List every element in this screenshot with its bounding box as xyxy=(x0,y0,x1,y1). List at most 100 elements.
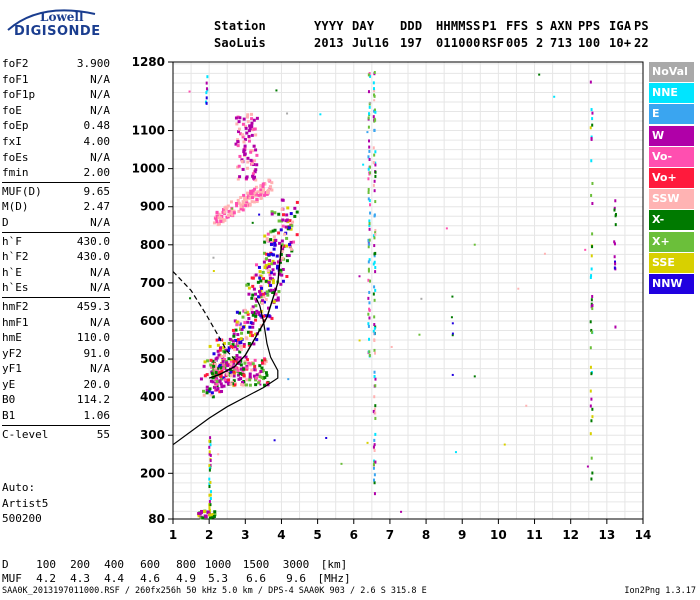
d-row-value: 800 xyxy=(176,558,196,571)
echo-point xyxy=(218,363,222,367)
echo-point xyxy=(231,382,235,386)
echo-point xyxy=(265,290,269,294)
echo-point xyxy=(373,153,376,157)
echo-point xyxy=(237,356,241,360)
echo-point xyxy=(281,224,285,228)
echo-point xyxy=(246,160,250,164)
echo-point xyxy=(261,182,265,186)
echo-point xyxy=(249,149,253,153)
echo-point xyxy=(235,320,239,324)
echo-point xyxy=(238,350,242,354)
echo-point xyxy=(231,339,235,343)
echo-point xyxy=(368,308,371,312)
echo-point xyxy=(209,480,212,484)
echo-point xyxy=(340,462,343,465)
echo-point xyxy=(367,125,370,129)
echo-point xyxy=(289,212,293,216)
echo-point xyxy=(591,111,594,115)
echo-point xyxy=(212,270,215,273)
echo-point xyxy=(274,238,278,242)
echo-point xyxy=(262,260,266,264)
param-label: D xyxy=(2,215,9,229)
echo-point xyxy=(245,131,249,135)
echo-point xyxy=(253,170,257,174)
echo-point xyxy=(188,90,191,93)
echo-point xyxy=(590,108,593,112)
dashed-profile xyxy=(172,271,239,364)
echo-point xyxy=(276,264,280,268)
echo-point xyxy=(208,450,211,454)
echo-point xyxy=(374,432,377,436)
echo-point xyxy=(589,276,592,280)
param-label: B1 xyxy=(2,409,16,423)
echo-point xyxy=(231,343,235,347)
echo-point xyxy=(239,377,243,381)
logo-line1: Lowell xyxy=(40,10,84,24)
echo-point xyxy=(239,207,243,211)
echo-point xyxy=(229,362,233,366)
echo-point xyxy=(249,191,253,195)
echo-point xyxy=(221,220,225,224)
echo-point xyxy=(268,187,272,191)
echo-point xyxy=(269,238,273,242)
echo-point xyxy=(251,172,255,176)
y-tick-label: 500 xyxy=(140,352,165,366)
echo-point xyxy=(238,344,242,348)
echo-point xyxy=(271,253,275,257)
echo-point xyxy=(368,223,371,227)
param-value: 55 xyxy=(96,427,110,441)
header-value-1: 2013 xyxy=(314,36,344,50)
echo-point xyxy=(223,210,227,214)
echo-point xyxy=(208,482,211,486)
echo-point xyxy=(246,113,250,117)
echo-point xyxy=(271,229,275,233)
echo-point xyxy=(373,254,376,258)
param-row: yE 20.0 xyxy=(2,377,110,393)
echo-point xyxy=(367,116,370,120)
echo-point xyxy=(259,293,263,297)
param-value: N/A xyxy=(90,315,110,329)
echo-point xyxy=(210,513,214,517)
echo-point xyxy=(264,191,268,195)
echo-point xyxy=(251,284,255,288)
muf-row-value: 6.6 xyxy=(246,572,266,585)
echo-point xyxy=(264,291,268,295)
x-tick-label: 3 xyxy=(241,528,249,542)
echo-point xyxy=(252,118,256,122)
auto-code: 500200 xyxy=(2,512,42,526)
echo-point xyxy=(261,368,265,372)
param-value: 1.06 xyxy=(83,409,111,423)
echo-point xyxy=(368,145,371,149)
echo-point xyxy=(450,316,453,319)
header-label-0: Station xyxy=(214,19,266,33)
param-row: foE N/A xyxy=(2,103,110,119)
echo-point xyxy=(517,287,520,290)
echo-point xyxy=(218,368,222,372)
echo-point xyxy=(247,129,251,133)
d-row-value: 200 xyxy=(70,558,90,571)
echo-point xyxy=(250,307,254,311)
echo-point xyxy=(210,490,213,494)
d-row-value: [km] xyxy=(320,558,348,571)
muf-row-value: 4.4 xyxy=(104,572,124,585)
echo-point xyxy=(227,357,231,361)
echo-point xyxy=(260,376,264,380)
echo-point xyxy=(229,358,233,362)
echo-point xyxy=(229,374,233,378)
echo-point xyxy=(267,188,271,192)
echo-point xyxy=(229,212,233,216)
echo-point xyxy=(367,322,370,326)
param-separator xyxy=(2,296,110,298)
echo-point xyxy=(254,314,258,318)
echo-point xyxy=(374,288,377,292)
echo-point xyxy=(400,510,403,513)
echo-point xyxy=(503,443,506,446)
echo-point xyxy=(236,338,240,342)
param-row: MUF(D) 9.65 xyxy=(2,184,110,200)
x-tick-label: 9 xyxy=(458,528,466,542)
echo-point xyxy=(237,164,241,168)
echo-point xyxy=(373,351,376,355)
echo-point xyxy=(223,206,227,210)
echo-point xyxy=(277,260,281,264)
echo-point xyxy=(232,209,236,213)
